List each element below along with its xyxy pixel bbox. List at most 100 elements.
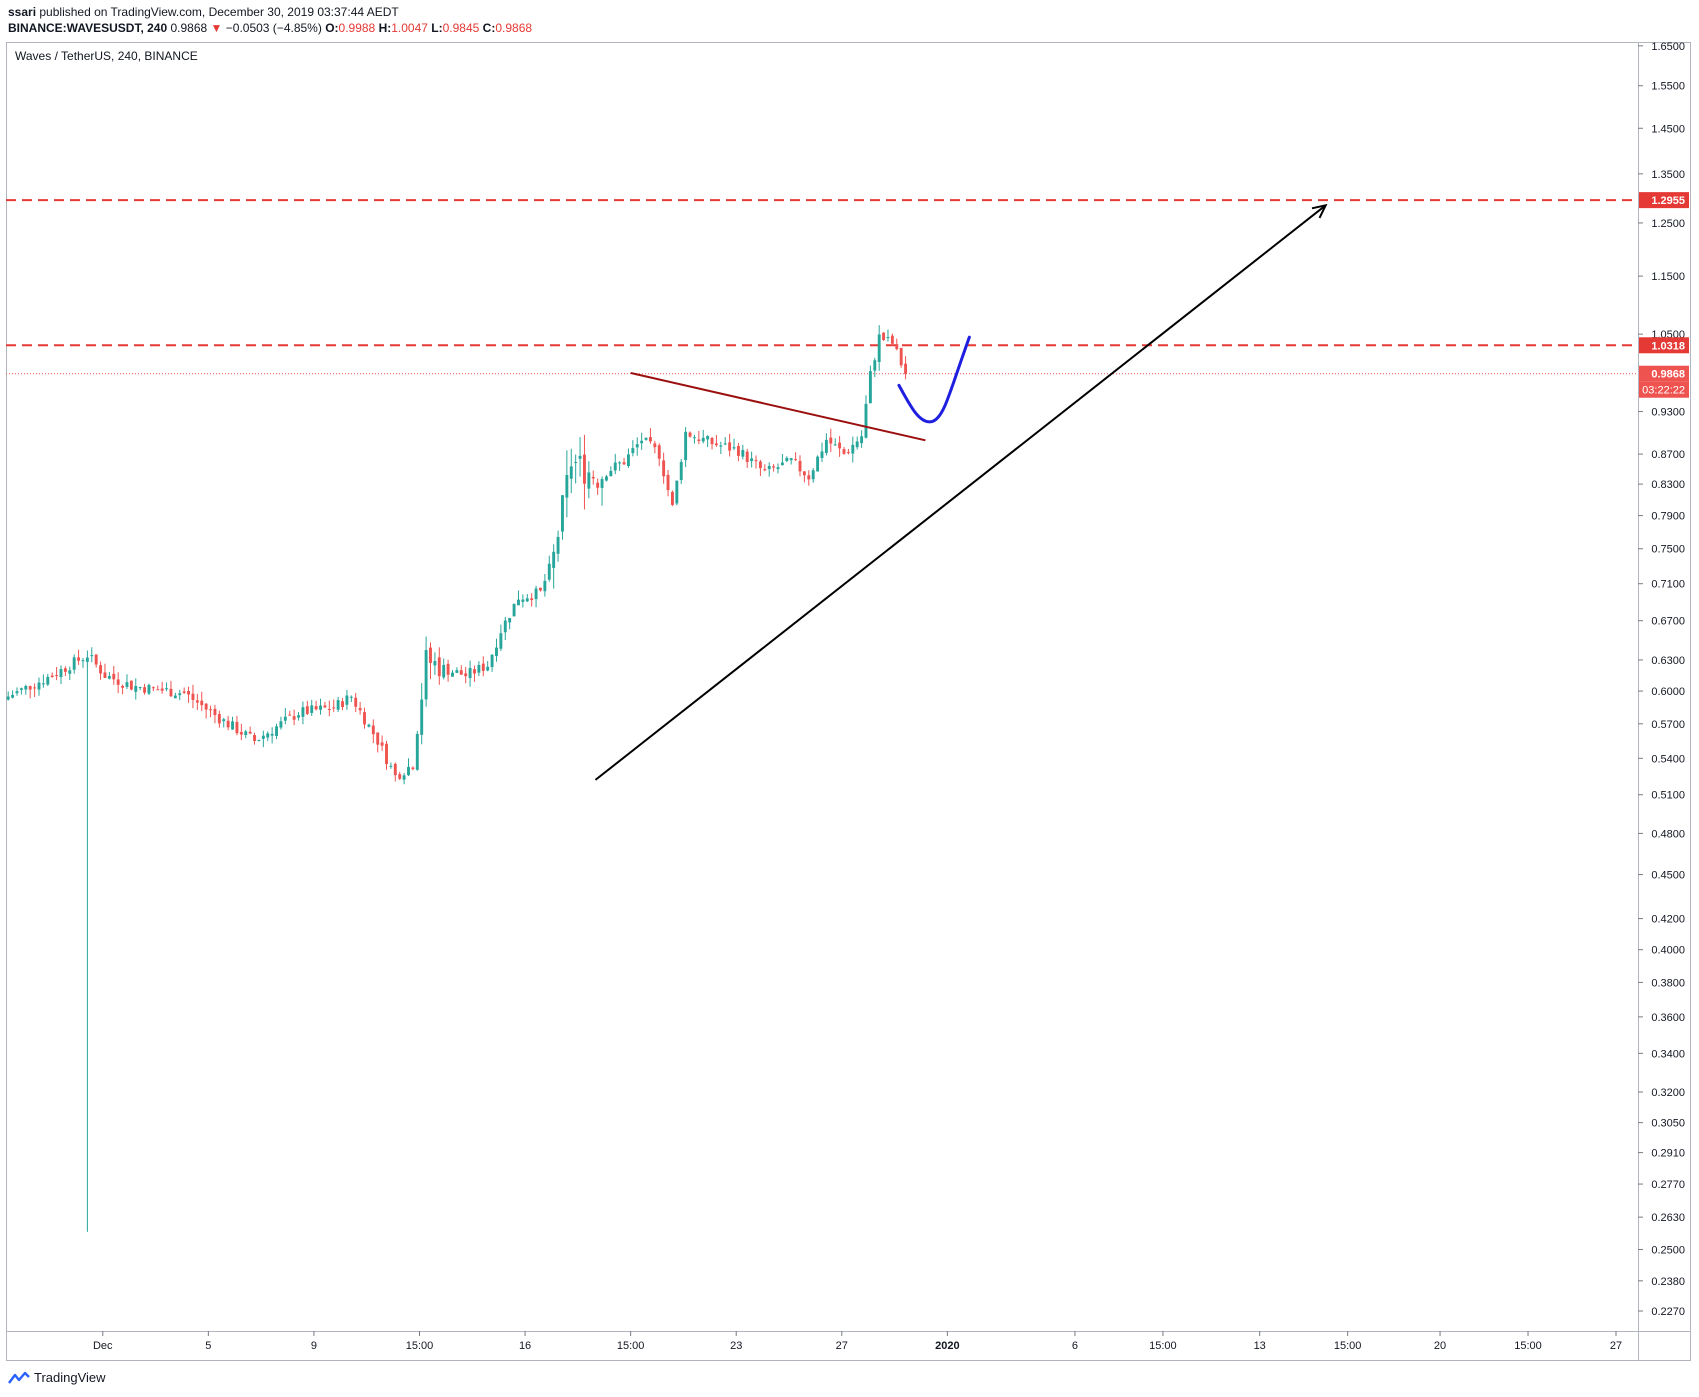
candle-up <box>525 598 529 602</box>
candle-up <box>521 599 525 602</box>
countdown-label-bg <box>1639 381 1689 398</box>
author-name[interactable]: ssari <box>8 5 37 19</box>
candle-down <box>473 669 476 674</box>
candle-up <box>266 733 270 738</box>
candle-up <box>490 654 494 668</box>
candle-up <box>732 447 736 449</box>
candle-down <box>371 725 375 735</box>
price-change: −0.0503 (−4.85%) <box>225 21 322 35</box>
candle-up <box>345 695 349 705</box>
candle-up <box>41 683 45 685</box>
candle-up <box>231 721 234 730</box>
candle-down <box>583 454 586 484</box>
candle-down <box>763 469 767 471</box>
candle-up <box>486 666 490 671</box>
high-value: 1.0047 <box>391 21 428 35</box>
candle-up <box>851 444 855 454</box>
candle-down <box>200 700 204 706</box>
last-price: 0.9868 <box>170 21 208 35</box>
candle-up <box>107 676 111 679</box>
candle-up <box>85 657 89 662</box>
candle-up <box>244 731 248 736</box>
candle-down <box>846 452 850 454</box>
candle-up <box>367 724 371 727</box>
candle-down <box>899 347 903 366</box>
price-chart[interactable]: Waves / TetherUS, 240, BINANCE 1.6500 1.5… <box>6 41 1691 1361</box>
candle-up <box>451 672 454 677</box>
candle-down <box>539 587 542 591</box>
candle-up <box>780 462 784 466</box>
candle-up <box>165 688 169 690</box>
candle-up <box>275 726 278 737</box>
candle-down <box>481 663 485 671</box>
lower-resistance-label: 1.0318 <box>1651 340 1685 352</box>
candle-up <box>767 465 771 470</box>
candle-down <box>292 716 296 720</box>
candle-down <box>160 688 164 691</box>
candle-up <box>855 441 859 448</box>
x-tick-label: Dec <box>93 1340 113 1352</box>
x-tick-label: 23 <box>730 1340 742 1352</box>
candle-down <box>710 437 714 445</box>
candle-down <box>314 706 318 710</box>
candle-down <box>385 743 388 765</box>
candle-up <box>600 479 604 488</box>
candle-up <box>261 735 265 739</box>
y-tick-label: 0.4500 <box>1651 870 1685 882</box>
candle-up <box>706 435 710 440</box>
candle-down <box>745 451 749 462</box>
y-tick-label: 1.6500 <box>1651 42 1685 53</box>
candle-down <box>530 598 534 601</box>
y-tick-label: 0.7500 <box>1651 544 1685 556</box>
candle-up <box>886 337 890 339</box>
candle-up <box>46 676 50 685</box>
candle-down <box>50 675 54 678</box>
candle-up <box>578 455 582 459</box>
candle-down <box>358 708 362 711</box>
candle-down <box>728 442 732 451</box>
candle-down <box>758 461 762 469</box>
candle-down <box>890 335 894 344</box>
candle-up <box>59 669 63 677</box>
candle-down <box>591 476 595 479</box>
candle-up <box>11 694 15 698</box>
symbol-ohlc-line: BINANCE:WAVESUSDT, 240 0.9868 ▼ −0.0503 … <box>8 20 532 36</box>
candle-up <box>477 664 481 673</box>
candle-down <box>380 742 384 746</box>
candle-up <box>864 403 868 438</box>
candle-up <box>609 470 613 477</box>
candle-up <box>402 775 406 780</box>
tradingview-logo[interactable]: TradingView <box>8 1370 106 1385</box>
candle-up <box>442 664 446 678</box>
chart-area[interactable]: Waves / TetherUS, 240, BINANCE 1.6500 1.5… <box>6 41 1691 1361</box>
upper-resistance-label-bg <box>1639 192 1689 209</box>
candle-down <box>156 689 160 691</box>
candle-down <box>354 697 358 707</box>
candle-up <box>147 684 151 694</box>
open-label: O: <box>325 21 339 35</box>
candle-down <box>288 714 292 716</box>
candle-up <box>789 458 793 461</box>
y-tick-label: 0.2910 <box>1651 1148 1685 1160</box>
legend-title: Waves / TetherUS, 240, BINANCE <box>15 49 198 63</box>
candle-down <box>239 732 243 735</box>
candle-down <box>904 363 908 374</box>
candle-down <box>204 703 208 710</box>
candle-up <box>811 470 815 480</box>
candle-up <box>279 721 283 728</box>
candle-down <box>129 680 133 690</box>
candle-down <box>464 673 468 677</box>
candle-up <box>719 445 723 447</box>
y-tick-label: 1.5500 <box>1651 81 1685 93</box>
candle-down <box>341 701 344 707</box>
candle-up <box>561 495 564 532</box>
y-tick-label: 0.5400 <box>1651 753 1685 765</box>
candle-down <box>213 708 217 716</box>
x-tick-label: 5 <box>205 1340 211 1352</box>
candle-up <box>569 466 573 479</box>
x-tick-label: 13 <box>1254 1340 1266 1352</box>
close-value: 0.9868 <box>495 21 533 35</box>
close-label: C: <box>482 21 496 35</box>
candle-up <box>297 715 300 718</box>
x-tick-label: 15:00 <box>1149 1340 1177 1352</box>
